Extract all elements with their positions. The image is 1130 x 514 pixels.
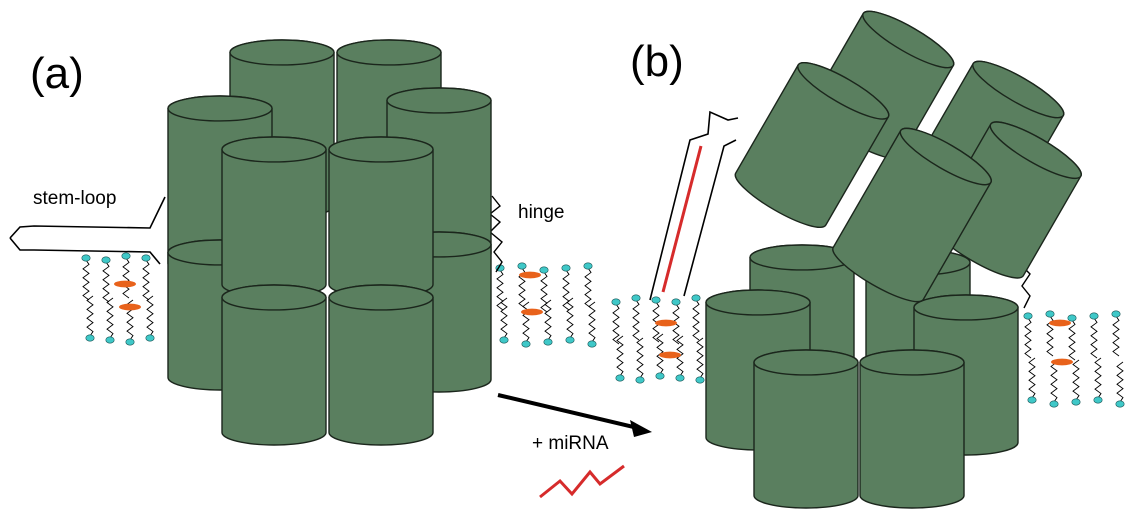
stem-loop-label: stem-loop — [33, 188, 116, 209]
barrel-icon — [753, 349, 859, 509]
opened-stem-strand — [649, 110, 739, 301]
lipid-icon — [85, 295, 95, 342]
lipid-icon — [1115, 361, 1125, 408]
mirna-strand-icon — [539, 464, 625, 499]
lipid-icon — [615, 335, 625, 382]
lipid-icon — [587, 301, 597, 348]
lipid-icon — [565, 297, 575, 344]
cholesterol-anchor — [114, 280, 136, 288]
cholesterol-anchor — [519, 271, 541, 279]
lipid-icon — [141, 254, 151, 301]
lipid-icon — [1027, 357, 1037, 404]
membrane-right-b — [1023, 310, 1125, 408]
lipid-icon — [651, 296, 661, 343]
panel-b-label: (b) — [630, 37, 684, 86]
lipid-icon — [105, 297, 115, 344]
stem-loop-strand — [9, 196, 166, 265]
panel-a-closed-pore: (a) stem-loop hinge — [9, 39, 597, 446]
barrel-icon — [328, 136, 434, 298]
lipid-icon — [1045, 310, 1055, 357]
lipid-icon — [521, 301, 531, 348]
lipid-icon — [635, 337, 645, 384]
hinge-zigzag — [488, 195, 503, 273]
lipid-icon — [631, 294, 641, 341]
cholesterol-anchor — [1051, 358, 1073, 366]
lipid-icon — [543, 299, 553, 346]
lipid-icon — [611, 298, 621, 345]
lipid-icon — [695, 337, 705, 384]
lipid-icon — [1071, 359, 1081, 406]
panel-a-label: (a) — [30, 49, 84, 98]
lipid-icon — [583, 262, 593, 309]
barrel-icon — [328, 284, 434, 446]
mirna-label: + miRNA — [532, 433, 609, 454]
lipid-icon — [561, 264, 571, 311]
lipid-icon — [1089, 312, 1099, 359]
barrel-icon — [859, 349, 965, 509]
lipid-icon — [1093, 357, 1103, 404]
cholesterol-anchor — [1049, 319, 1071, 327]
lipid-icon — [121, 252, 131, 299]
cholesterol-anchor — [659, 351, 681, 359]
lipid-icon — [539, 266, 549, 313]
lipid-icon — [1067, 314, 1077, 361]
lipid-icon — [1111, 310, 1121, 357]
cholesterol-anchor — [521, 308, 543, 316]
barrel-stack-b-top — [734, 10, 1082, 303]
lipid-icon — [145, 295, 155, 342]
lipid-icon — [81, 254, 91, 301]
lipid-icon — [517, 262, 527, 309]
cholesterol-anchor — [655, 319, 677, 327]
membrane-right-a — [495, 262, 597, 348]
lipid-icon — [1023, 312, 1033, 359]
barrel-icon — [832, 127, 992, 303]
barrel-stack-a — [167, 39, 492, 446]
membrane-left-b — [611, 294, 705, 384]
barrel-icon — [221, 136, 327, 298]
hinge-label: hinge — [518, 202, 565, 223]
panel-b-open-pore: (b) — [611, 10, 1125, 509]
cholesterol-anchor — [119, 303, 141, 311]
lipid-icon — [1049, 361, 1059, 408]
barrel-icon — [221, 284, 327, 446]
barrel-stack-b-bottom — [705, 244, 1019, 509]
bound-mirna — [661, 145, 703, 293]
lipid-icon — [691, 294, 701, 341]
membrane-left-a — [81, 252, 155, 346]
lipid-icon — [499, 297, 509, 344]
reaction-arrow — [497, 393, 652, 437]
barrel-icon — [734, 61, 890, 228]
lipid-icon — [101, 256, 111, 303]
